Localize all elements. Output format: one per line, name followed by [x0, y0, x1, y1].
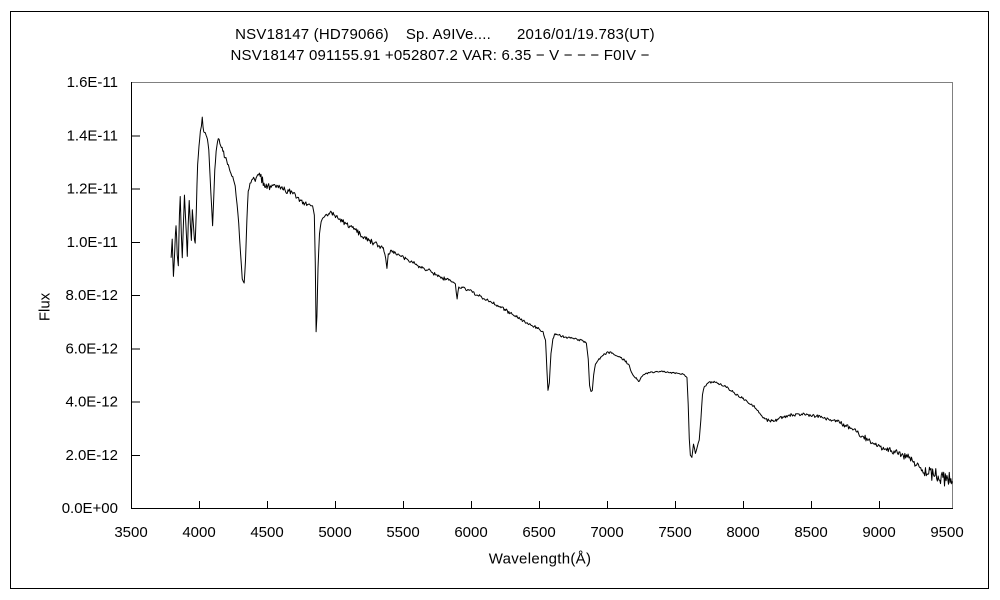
figure-border — [10, 11, 989, 589]
x-tick-label: 5000 — [318, 524, 351, 541]
y-tick-label: 1.0E-11 — [67, 234, 118, 251]
x-tick-label: 8000 — [726, 524, 759, 541]
y-tick-label: 2.0E-12 — [65, 447, 118, 464]
x-tick-label: 4500 — [250, 524, 283, 541]
y-tick-label: 4.0E-12 — [65, 394, 118, 411]
y-tick-label: 1.2E-11 — [67, 181, 118, 198]
y-tick-label: 6.0E-12 — [65, 340, 118, 357]
x-tick-label: 9000 — [862, 524, 895, 541]
plot-box-frame — [131, 82, 953, 508]
plot-axes — [131, 82, 953, 509]
y-tick-label: 0.0E+00 — [62, 500, 118, 517]
x-tick-label: 4000 — [182, 524, 215, 541]
y-tick-label: 8.0E-12 — [65, 287, 118, 304]
chart-title-sptype: Sp. A9IVe.... — [405, 26, 491, 43]
x-tick-label: 6500 — [522, 524, 555, 541]
chart-title: NSV18147 (HD79066) Sp. A9IVe.... 2016/01/1… — [130, 26, 760, 44]
x-tick-label: 6000 — [454, 524, 487, 541]
x-tick-label: 5500 — [386, 524, 419, 541]
x-tick-label: 3500 — [114, 524, 147, 541]
y-axis-label: Flux — [36, 292, 54, 322]
x-tick-label: 8500 — [794, 524, 827, 541]
x-tick-label: 9500 — [930, 524, 963, 541]
y-tick-label: 1.4E-11 — [67, 127, 118, 144]
x-axis-label: Wavelength(Å) — [488, 550, 592, 568]
x-tick-label: 7000 — [590, 524, 623, 541]
spectrum-line — [170, 116, 953, 487]
chart-title-object: NSV18147 (HD79066) — [235, 26, 389, 43]
chart-subtitle: NSV18147 091155.91 +052807.2 VAR: 6.35 −… — [230, 47, 650, 64]
y-tick-label: 1.6E-11 — [67, 74, 118, 91]
chart-title-date: 2016/01/19.783(UT) — [517, 26, 655, 43]
x-tick-label: 7500 — [658, 524, 691, 541]
